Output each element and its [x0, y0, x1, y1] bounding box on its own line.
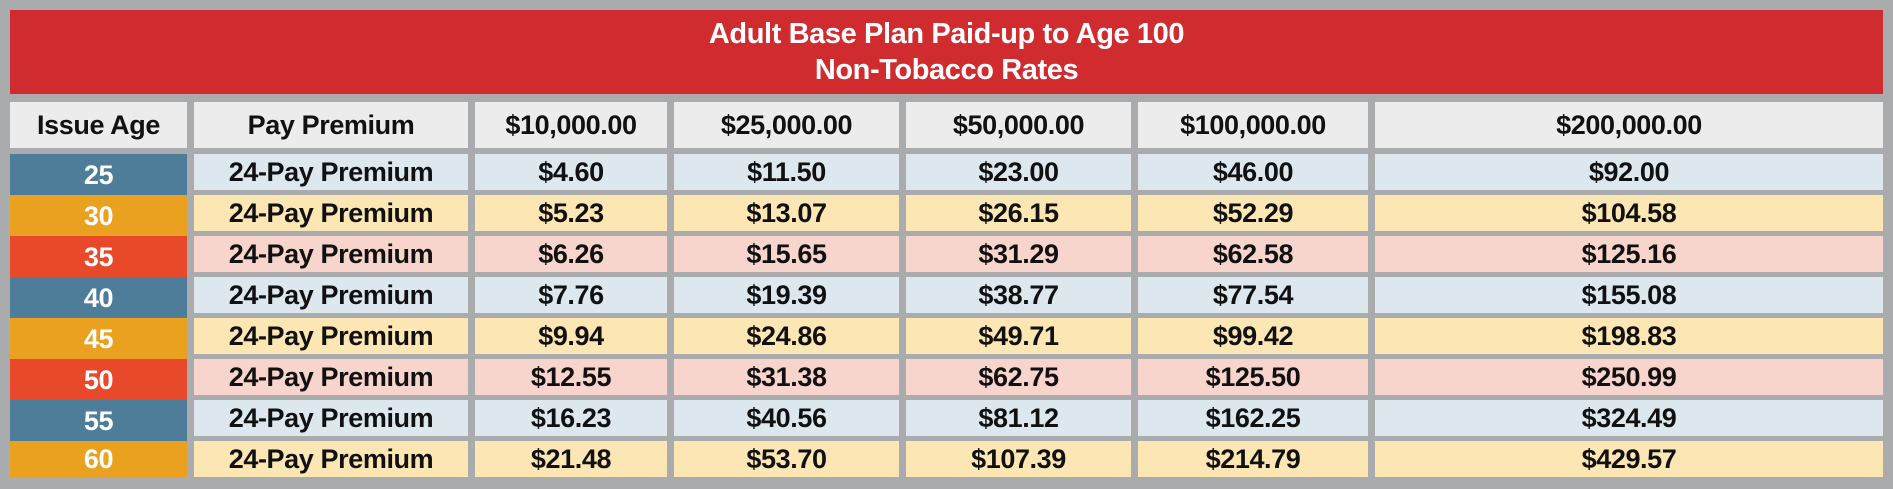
rate-cell-50000: $26.15 [906, 195, 1131, 231]
pay-premium-cell: 24-Pay Premium [194, 441, 468, 477]
rate-cell-50000: $38.77 [906, 277, 1131, 313]
table-row-age-60: 60 24-Pay Premium $21.48 $53.70 $107.39 … [10, 441, 1883, 477]
rate-cell-100000: $162.25 [1138, 400, 1368, 436]
table-row-age-40: 40 24-Pay Premium $7.76 $19.39 $38.77 $7… [10, 277, 1883, 318]
rate-cell-50000: $31.29 [906, 236, 1131, 272]
rate-cell-100000: $46.00 [1138, 154, 1368, 190]
issue-age-cell: 25 [10, 154, 187, 195]
rate-cell-50000: $49.71 [906, 318, 1131, 354]
pay-premium-cell: 24-Pay Premium [194, 359, 468, 395]
rate-cell-100000: $77.54 [1138, 277, 1368, 313]
rate-cell-10000: $6.26 [475, 236, 667, 272]
rate-cell-25000: $11.50 [674, 154, 899, 190]
pay-premium-cell: 24-Pay Premium [194, 195, 468, 231]
rate-cell-50000: $23.00 [906, 154, 1131, 190]
column-header-issue-age: Issue Age [10, 102, 187, 148]
rate-cell-100000: $214.79 [1138, 441, 1368, 477]
rate-cell-200000: $92.00 [1375, 154, 1883, 190]
header-row: Issue Age Pay Premium $10,000.00 $25,000… [10, 102, 1883, 148]
title-line-2: Non-Tobacco Rates [814, 54, 1079, 86]
rate-cell-10000: $21.48 [475, 441, 667, 477]
column-header-200000: $200,000.00 [1375, 102, 1883, 148]
rate-cell-25000: $53.70 [674, 441, 899, 477]
column-header-50000: $50,000.00 [906, 102, 1131, 148]
rate-cell-200000: $198.83 [1375, 318, 1883, 354]
rate-cell-10000: $9.94 [475, 318, 667, 354]
table-row-age-25: 25 24-Pay Premium $4.60 $11.50 $23.00 $4… [10, 154, 1883, 195]
rate-cell-25000: $15.65 [674, 236, 899, 272]
issue-age-cell: 45 [10, 318, 187, 359]
column-header-25000: $25,000.00 [674, 102, 899, 148]
issue-age-cell: 55 [10, 400, 187, 441]
pay-premium-cell: 24-Pay Premium [194, 318, 468, 354]
rate-cell-200000: $104.58 [1375, 195, 1883, 231]
issue-age-cell: 60 [10, 441, 187, 477]
rate-cell-50000: $107.39 [906, 441, 1131, 477]
rate-cell-50000: $62.75 [906, 359, 1131, 395]
rate-cell-100000: $125.50 [1138, 359, 1368, 395]
issue-age-cell: 35 [10, 236, 187, 277]
pay-premium-cell: 24-Pay Premium [194, 236, 468, 272]
pay-premium-cell: 24-Pay Premium [194, 154, 468, 190]
rate-cell-25000: $40.56 [674, 400, 899, 436]
issue-age-cell: 50 [10, 359, 187, 400]
rate-cell-10000: $12.55 [475, 359, 667, 395]
rate-cell-10000: $16.23 [475, 400, 667, 436]
column-header-10000: $10,000.00 [475, 102, 667, 148]
rate-cell-25000: $24.86 [674, 318, 899, 354]
rate-cell-25000: $13.07 [674, 195, 899, 231]
rate-cell-25000: $19.39 [674, 277, 899, 313]
rate-cell-10000: $5.23 [475, 195, 667, 231]
table-row-age-45: 45 24-Pay Premium $9.94 $24.86 $49.71 $9… [10, 318, 1883, 359]
pay-premium-cell: 24-Pay Premium [194, 400, 468, 436]
title-line-1: Adult Base Plan Paid-up to Age 100 [708, 18, 1185, 50]
pay-premium-cell: 24-Pay Premium [194, 277, 468, 313]
table-row-age-50: 50 24-Pay Premium $12.55 $31.38 $62.75 $… [10, 359, 1883, 400]
rate-cell-200000: $429.57 [1375, 441, 1883, 477]
table-title-banner: Adult Base Plan Paid-up to Age 100 Non-T… [10, 10, 1883, 94]
rate-cell-10000: $7.76 [475, 277, 667, 313]
table-row-age-35: 35 24-Pay Premium $6.26 $15.65 $31.29 $6… [10, 236, 1883, 277]
table-row-age-30: 30 24-Pay Premium $5.23 $13.07 $26.15 $5… [10, 195, 1883, 236]
column-header-pay-premium: Pay Premium [194, 102, 468, 148]
rate-cell-100000: $99.42 [1138, 318, 1368, 354]
rate-cell-25000: $31.38 [674, 359, 899, 395]
issue-age-cell: 30 [10, 195, 187, 236]
issue-age-cell: 40 [10, 277, 187, 318]
rate-cell-200000: $324.49 [1375, 400, 1883, 436]
table-row-age-55: 55 24-Pay Premium $16.23 $40.56 $81.12 $… [10, 400, 1883, 441]
rate-cell-100000: $52.29 [1138, 195, 1368, 231]
rate-cell-10000: $4.60 [475, 154, 667, 190]
divider [10, 94, 1883, 102]
rate-cell-200000: $155.08 [1375, 277, 1883, 313]
column-header-100000: $100,000.00 [1138, 102, 1368, 148]
rate-cell-50000: $81.12 [906, 400, 1131, 436]
rate-cell-100000: $62.58 [1138, 236, 1368, 272]
rate-cell-200000: $250.99 [1375, 359, 1883, 395]
rate-cell-200000: $125.16 [1375, 236, 1883, 272]
